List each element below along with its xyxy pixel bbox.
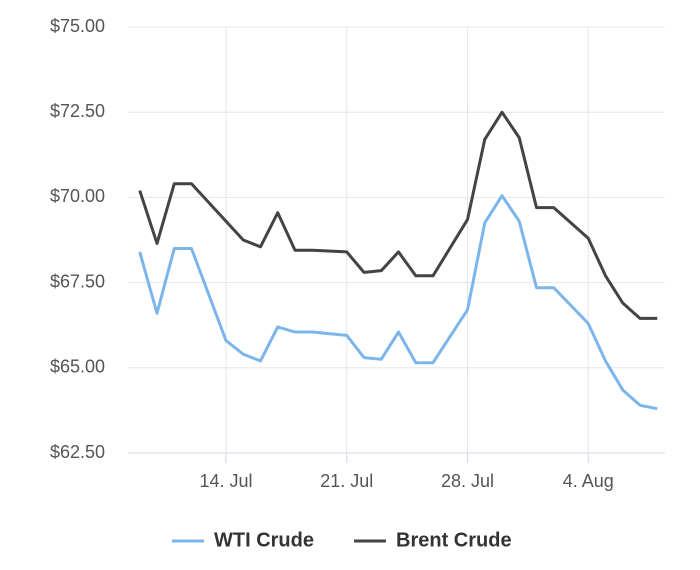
x-tick-label: 14. Jul bbox=[199, 471, 252, 491]
y-tick-label: $67.50 bbox=[50, 271, 105, 291]
legend-label: Brent Crude bbox=[396, 529, 512, 551]
y-tick-label: $65.00 bbox=[50, 357, 105, 377]
y-tick-label: $72.50 bbox=[50, 101, 105, 121]
x-tick-label: 21. Jul bbox=[320, 471, 373, 491]
legend-label: WTI Crude bbox=[214, 529, 314, 551]
series-line bbox=[138, 110, 658, 320]
y-tick-label: $75.00 bbox=[50, 16, 105, 36]
y-tick-label: $62.50 bbox=[50, 442, 105, 462]
y-tick-label: $70.00 bbox=[50, 186, 105, 206]
x-tick-label: 4. Aug bbox=[563, 471, 614, 491]
x-tick-label: 28. Jul bbox=[441, 471, 494, 491]
series-line bbox=[138, 194, 658, 411]
